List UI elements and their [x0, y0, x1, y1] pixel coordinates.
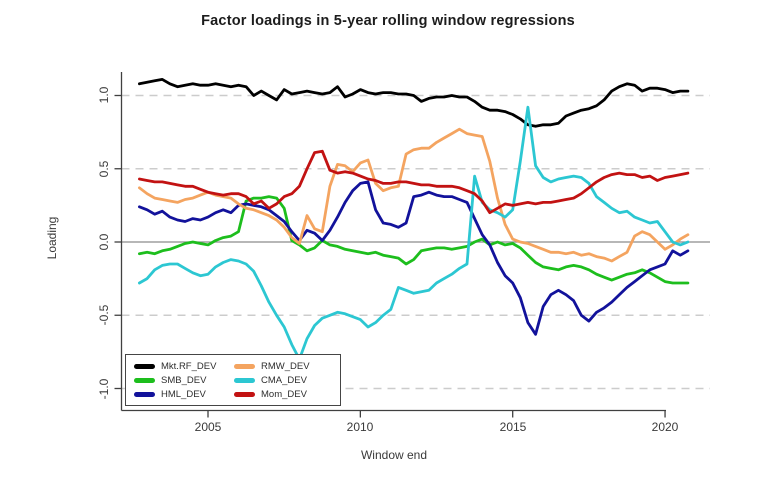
- legend-label-smb: SMB_DEV: [161, 375, 207, 386]
- y-tick-label-neg0.5: -0.5: [97, 304, 111, 326]
- y-tick-label-0.5: 0.5: [97, 160, 111, 178]
- mktrf-line-swatch: [134, 364, 155, 369]
- cma-line-swatch: [234, 378, 255, 383]
- legend-box: Mkt.RF_DEV SMB_DEV HML_DEV RMW_DEV CMA_D…: [125, 354, 341, 406]
- legend-label-cma: CMA_DEV: [261, 375, 307, 386]
- legend-item-mktrf: Mkt.RF_DEV: [134, 360, 230, 373]
- series-line-CMA_DEV: [137, 105, 690, 361]
- legend-label-rmw: RMW_DEV: [261, 361, 310, 372]
- y-tick-label-0.0: 0.0: [97, 233, 111, 251]
- series-line-HML_DEV: [137, 180, 690, 336]
- legend-item-rmw: RMW_DEV: [234, 360, 334, 373]
- rmw-line-swatch: [234, 364, 255, 369]
- series-line-SMB_DEV: [137, 195, 690, 285]
- series-line-RMW_DEV: [137, 127, 690, 263]
- x-tick-label-2015: 2015: [499, 420, 527, 434]
- legend-item-cma: CMA_DEV: [234, 374, 334, 387]
- chart-title: Factor loadings in 5-year rolling window…: [201, 13, 575, 29]
- legend-item-mom: Mom_DEV: [234, 388, 334, 401]
- smb-line-swatch: [134, 378, 155, 383]
- hml-line-swatch: [134, 392, 155, 397]
- legend-column-1: Mkt.RF_DEV SMB_DEV HML_DEV: [134, 360, 230, 401]
- legend-item-smb: SMB_DEV: [134, 374, 230, 387]
- x-tick-label-2005: 2005: [194, 420, 222, 434]
- legend-label-mktrf: Mkt.RF_DEV: [161, 361, 217, 372]
- series-line-Mom_DEV: [137, 149, 690, 215]
- series-line-Mkt.RF_DEV: [137, 78, 690, 128]
- y-tick-label-1.0: 1.0: [97, 86, 111, 104]
- x-axis-label: Window end: [360, 448, 428, 462]
- x-tick-label-2010: 2010: [346, 420, 374, 434]
- legend-label-mom: Mom_DEV: [261, 389, 307, 400]
- y-tick-label-neg1.0: -1.0: [97, 378, 111, 400]
- y-axis-label: Loading: [45, 216, 59, 260]
- legend-label-hml: HML_DEV: [161, 389, 206, 400]
- legend-item-hml: HML_DEV: [134, 388, 230, 401]
- legend-column-2: RMW_DEV CMA_DEV Mom_DEV: [234, 360, 334, 401]
- mom-line-swatch: [234, 392, 255, 397]
- x-tick-label-2020: 2020: [651, 420, 679, 434]
